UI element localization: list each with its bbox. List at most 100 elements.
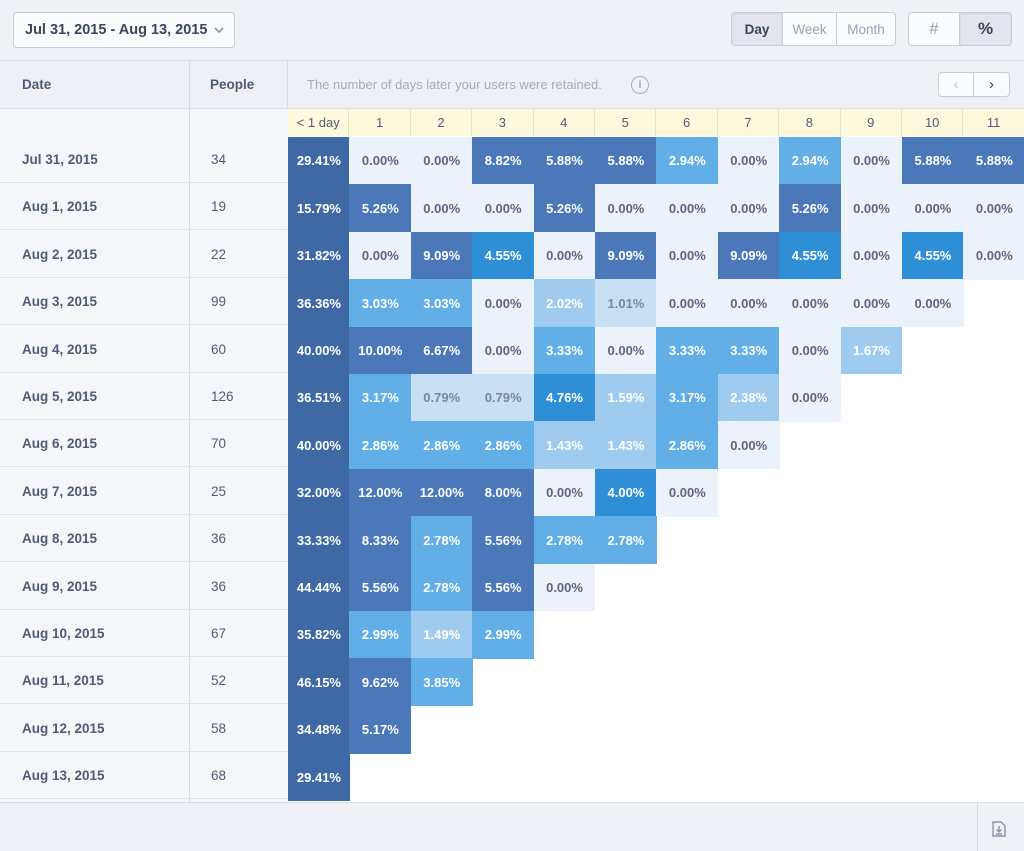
retention-cell[interactable]: 0.00% [410,184,473,233]
retention-cell[interactable]: 9.09% [717,231,780,280]
retention-cell[interactable]: 8.00% [472,468,535,517]
retention-cell[interactable]: 5.17% [349,705,412,754]
retention-cell[interactable]: 8.33% [349,516,412,565]
retention-cell[interactable]: 2.86% [349,421,412,470]
retention-cell[interactable]: 0.00% [472,326,535,375]
retention-cell[interactable]: 4.76% [533,374,596,422]
retention-cell[interactable]: 0.00% [533,563,596,612]
retention-cell[interactable]: 4.00% [595,468,657,517]
retention-cell[interactable]: 0.00% [717,137,780,185]
retention-cell[interactable]: 0.00% [963,184,1024,233]
retention-cell[interactable]: 0.79% [410,374,473,422]
retention-cell[interactable]: 2.38% [717,374,780,422]
retention-cell[interactable]: 0.00% [472,184,535,233]
retention-cell[interactable]: 5.88% [533,137,596,185]
retention-cell[interactable]: 40.00% [288,326,350,375]
retention-cell[interactable]: 4.55% [779,231,842,280]
retention-cell[interactable]: 29.41% [288,753,350,802]
previous-page-button[interactable]: ‹ [939,73,975,96]
retention-cell[interactable]: 34.48% [288,705,350,754]
retention-cell[interactable]: 32.00% [288,468,350,517]
retention-cell[interactable]: 46.15% [288,658,350,707]
retention-cell[interactable]: 9.62% [349,658,412,707]
retention-cell[interactable]: 5.56% [472,563,535,612]
retention-cell[interactable]: 1.59% [595,374,657,422]
retention-cell[interactable]: 6.67% [410,326,473,375]
retention-cell[interactable]: 15.79% [288,184,350,233]
retention-cell[interactable]: 5.26% [779,184,842,233]
retention-cell[interactable]: 10.00% [349,326,412,375]
retention-cell[interactable]: 0.00% [902,184,964,233]
retention-cell[interactable]: 0.00% [779,326,842,375]
retention-cell[interactable]: 0.00% [840,137,903,185]
retention-cell[interactable]: 12.00% [349,468,412,517]
retention-cell[interactable]: 3.33% [656,326,719,375]
retention-cell[interactable]: 2.99% [472,611,535,659]
retention-cell[interactable]: 36.51% [288,374,350,422]
retention-cell[interactable]: 2.94% [779,137,842,185]
retention-cell[interactable]: 36.36% [288,279,350,328]
retention-cell[interactable]: 2.86% [656,421,719,470]
retention-cell[interactable]: 2.78% [533,516,596,565]
retention-cell[interactable]: 3.33% [533,326,596,375]
retention-cell[interactable]: 0.00% [595,326,657,375]
retention-cell[interactable]: 2.94% [656,137,719,185]
retention-cell[interactable]: 0.00% [717,184,780,233]
retention-cell[interactable]: 0.00% [349,231,412,280]
retention-cell[interactable]: 3.85% [410,658,473,707]
retention-cell[interactable]: 8.82% [472,137,535,185]
retention-cell[interactable]: 0.00% [902,279,964,328]
retention-cell[interactable]: 0.00% [717,421,780,470]
info-icon[interactable]: i [631,76,649,94]
retention-cell[interactable]: 1.49% [410,611,473,659]
retention-cell[interactable]: 0.00% [963,231,1024,280]
retention-cell[interactable]: 5.56% [349,563,412,612]
count-mode-button[interactable]: # [909,13,961,45]
date-range-picker[interactable]: Jul 31, 2015 - Aug 13, 2015 [13,12,235,48]
retention-cell[interactable]: 0.79% [472,374,535,422]
retention-cell[interactable]: 5.26% [533,184,596,233]
retention-cell[interactable]: 5.88% [902,137,964,185]
retention-cell[interactable]: 4.55% [902,231,964,280]
retention-cell[interactable]: 0.00% [779,374,842,422]
next-page-button[interactable]: › [989,76,994,93]
retention-cell[interactable]: 33.33% [288,516,350,565]
retention-cell[interactable]: 9.09% [595,231,657,280]
week-button[interactable]: Week [783,13,837,45]
month-button[interactable]: Month [847,21,885,37]
retention-cell[interactable]: 0.00% [656,468,719,517]
retention-cell[interactable]: 0.00% [779,279,842,328]
retention-cell[interactable]: 1.01% [595,279,657,328]
retention-cell[interactable]: 0.00% [595,184,657,233]
retention-cell[interactable]: 2.86% [472,421,535,470]
retention-cell[interactable]: 0.00% [656,231,719,280]
retention-cell[interactable]: 3.17% [656,374,719,422]
retention-cell[interactable]: 2.99% [349,611,412,659]
retention-cell[interactable]: 3.03% [349,279,412,328]
retention-cell[interactable]: 44.44% [288,563,350,612]
retention-cell[interactable]: 0.00% [533,231,596,280]
percent-mode-button[interactable]: % [960,13,1011,45]
retention-cell[interactable]: 3.03% [410,279,473,328]
retention-cell[interactable]: 1.43% [595,421,657,470]
retention-cell[interactable]: 12.00% [410,468,473,517]
retention-cell[interactable]: 0.00% [656,184,719,233]
retention-cell[interactable]: 1.43% [533,421,596,470]
retention-cell[interactable]: 5.56% [472,516,535,565]
retention-cell[interactable]: 29.41% [288,137,350,185]
retention-cell[interactable]: 2.86% [410,421,473,470]
retention-cell[interactable]: 0.00% [533,468,596,517]
retention-cell[interactable]: 9.09% [410,231,473,280]
retention-cell[interactable]: 0.00% [349,137,412,185]
retention-cell[interactable]: 0.00% [472,279,535,328]
retention-cell[interactable]: 0.00% [410,137,473,185]
retention-cell[interactable]: 5.26% [349,184,412,233]
retention-cell[interactable]: 0.00% [717,279,780,328]
retention-cell[interactable]: 4.55% [472,231,535,280]
retention-cell[interactable]: 1.67% [840,326,903,375]
export-icon[interactable] [990,820,1008,838]
retention-cell[interactable]: 0.00% [840,279,903,328]
retention-cell[interactable]: 2.02% [533,279,596,328]
retention-cell[interactable]: 2.78% [410,516,473,565]
retention-cell[interactable]: 0.00% [656,279,719,328]
